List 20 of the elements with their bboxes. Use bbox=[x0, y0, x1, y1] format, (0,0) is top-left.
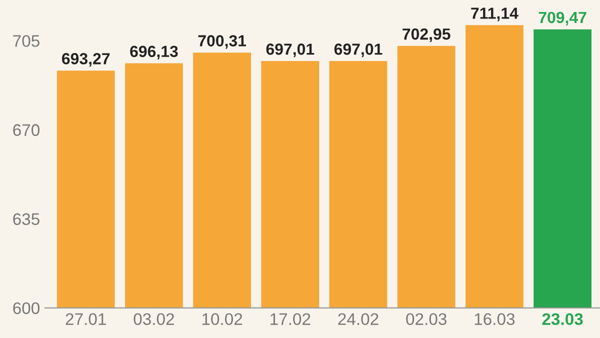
y-tick-label: 670 bbox=[13, 124, 40, 136]
y-tick-label: 635 bbox=[13, 213, 40, 226]
x-tick-label: 03.02 bbox=[134, 313, 174, 326]
x-tick-label: 23.03 bbox=[542, 313, 583, 326]
x-tick-label: 27.01 bbox=[66, 313, 106, 326]
x-tick-label: 16.03 bbox=[474, 313, 515, 326]
x-tick-label: 17.02 bbox=[270, 313, 310, 326]
data-label: 697,01 bbox=[334, 44, 382, 58]
data-label: 711,14 bbox=[471, 8, 518, 22]
data-label: 702,95 bbox=[402, 28, 450, 42]
x-tick-label: 24.02 bbox=[338, 313, 378, 326]
x-tick-label: 10.02 bbox=[202, 313, 242, 326]
data-label: 696,13 bbox=[130, 46, 178, 60]
data-label: 693,27 bbox=[62, 53, 110, 67]
data-label: 709,47 bbox=[538, 12, 586, 26]
x-tick-label: 02.03 bbox=[406, 313, 446, 326]
y-tick-label: 600 bbox=[13, 302, 40, 314]
data-label: 697,01 bbox=[266, 44, 314, 58]
data-label: 700,31 bbox=[198, 35, 246, 49]
y-tick-label: 705 bbox=[13, 35, 40, 47]
